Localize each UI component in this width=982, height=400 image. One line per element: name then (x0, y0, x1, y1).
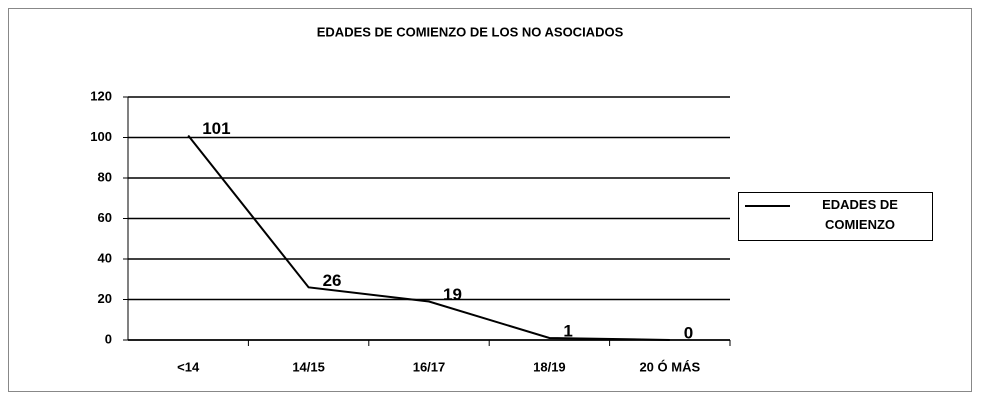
chart-title: EDADES DE COMIENZO DE LOS NO ASOCIADOS (317, 24, 624, 39)
y-tick-label: 0 (105, 331, 112, 346)
data-label: 0 (684, 323, 693, 342)
x-tick-label: <14 (177, 359, 200, 374)
data-label: 26 (323, 271, 342, 290)
y-tick-label: 80 (98, 169, 112, 184)
y-tick-label: 120 (90, 88, 112, 103)
x-tick-label: 14/15 (292, 359, 325, 374)
y-tick-label: 40 (98, 250, 112, 265)
x-tick-label: 20 Ó MÁS (639, 359, 700, 374)
legend-box (738, 192, 933, 241)
y-tick-label: 100 (90, 129, 112, 144)
y-tick-label: 60 (98, 210, 112, 225)
series-line (187, 134, 670, 341)
y-tick-label: 20 (98, 291, 112, 306)
x-tick-label: 18/19 (533, 359, 566, 374)
data-label: 19 (443, 285, 462, 304)
data-label: 1 (563, 321, 572, 340)
data-label: 101 (202, 119, 230, 138)
x-tick-label: 16/17 (413, 359, 446, 374)
legend-label: EDADES DE COMIENZO (822, 197, 898, 232)
chart-border (8, 8, 972, 392)
